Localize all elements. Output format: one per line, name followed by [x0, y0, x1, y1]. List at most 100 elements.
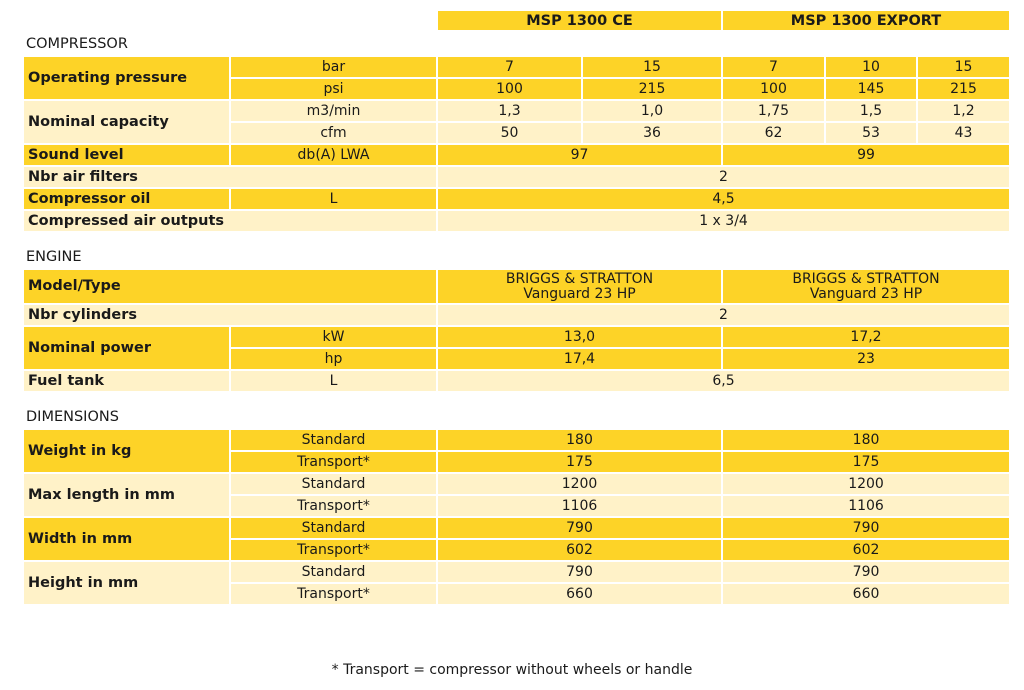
table-cell: 53	[826, 123, 916, 143]
table-cell: hp	[231, 349, 436, 369]
table-cell: psi	[231, 79, 436, 99]
table-cell: Transport*	[231, 452, 436, 472]
model-ce-header: MSP 1300 CE	[438, 11, 721, 30]
table-cell: 1,75	[723, 101, 824, 121]
row-label: Nominal power	[24, 327, 229, 369]
table-cell: cfm	[231, 123, 436, 143]
footnote: * Transport = compressor without wheels …	[331, 662, 693, 678]
row-label: Weight in kg	[24, 430, 229, 472]
table-row: Compressed air outputs 1 x 3/4	[24, 211, 1009, 231]
table-cell: 175	[723, 452, 1010, 472]
table-cell: 1,2	[918, 101, 1009, 121]
table-cell: 6,5	[438, 371, 1009, 391]
table-row: Width in mm Standard 790 790	[24, 518, 1010, 560]
table-cell: 99	[723, 145, 1009, 165]
spec-table-compressor: Operating pressure bar 7 15 7 10 15 psi 100 215 10…	[22, 55, 1011, 233]
table-cell: 36	[583, 123, 721, 143]
table-cell: Standard	[231, 562, 436, 582]
table-cell: 62	[723, 123, 824, 143]
table-row: Transport* 175 175	[24, 452, 1010, 472]
table-cell: 100	[438, 79, 581, 99]
table-cell: 100	[723, 79, 824, 99]
table-cell: 2	[438, 305, 1009, 325]
table-cell: 1 x 3/4	[438, 211, 1009, 231]
table-cell: bar	[231, 57, 436, 77]
table-cell: 43	[918, 123, 1009, 143]
table-cell: 660	[723, 584, 1010, 604]
spec-table-dimensions: Weight in kg Standard 180 180 Transport* 175 1…	[22, 428, 1011, 606]
table-cell: Standard	[231, 474, 436, 494]
table-cell: 1200	[438, 474, 722, 494]
table-cell: kW	[231, 327, 436, 347]
cell-line: Vanguard 23 HP	[809, 285, 923, 302]
table-cell: 17,4	[438, 349, 721, 369]
table-cell: 23	[723, 349, 1009, 369]
table-cell: 790	[723, 562, 1010, 582]
table-cell: Transport*	[231, 496, 436, 516]
row-label: Width in mm	[24, 518, 229, 560]
section-title-compressor: COMPRESSOR	[26, 36, 128, 52]
table-cell: 1200	[723, 474, 1010, 494]
table-row: Transport* 602 602	[24, 540, 1010, 560]
section-title-dimensions: DIMENSIONS	[26, 409, 119, 425]
table-cell: 790	[438, 518, 722, 538]
cell-line: BRIGGS & STRATTON	[792, 270, 940, 287]
header-spacer	[24, 11, 436, 30]
table-cell: 215	[583, 79, 721, 99]
table-cell: 7	[723, 57, 824, 77]
row-label: Max length in mm	[24, 474, 229, 516]
table-cell: 17,2	[723, 327, 1009, 347]
table-cell: 602	[438, 540, 722, 560]
table-row: Nbr cylinders 2	[24, 305, 1009, 325]
table-cell: 180	[723, 430, 1010, 450]
cell-line: BRIGGS & STRATTON	[505, 270, 654, 287]
table-row: cfm 50 36 62 53 43	[24, 123, 1009, 143]
table-row: Nominal capacity m3/min 1,3 1,0 1,75 1,5 1,2	[24, 101, 1009, 143]
table-row: Nominal power kW 13,0 17,2	[24, 327, 1009, 369]
table-cell: L	[231, 189, 436, 209]
table-cell: Transport*	[231, 540, 436, 560]
table-cell: BRIGGS & STRATTON Vanguard 23 HP	[438, 270, 721, 303]
row-label: Nbr cylinders	[24, 305, 436, 325]
table-cell: L	[231, 371, 436, 391]
table-row: Operating pressure bar 7 15 7 10 15	[24, 57, 1009, 99]
table-row: Compressor oil L 4,5	[24, 189, 1009, 209]
table-row: Transport* 660 660	[24, 584, 1010, 604]
table-cell: 790	[438, 562, 722, 582]
row-label: Nominal capacity	[24, 101, 229, 143]
table-row: Transport* 1106 1106	[24, 496, 1010, 516]
table-cell: 15	[583, 57, 721, 77]
row-label: Sound level	[24, 145, 229, 165]
table-cell: 97	[438, 145, 721, 165]
table-cell: 2	[438, 167, 1009, 187]
section-title-engine: ENGINE	[26, 249, 82, 265]
table-cell: 1,5	[826, 101, 916, 121]
row-label: Model/Type	[24, 270, 436, 303]
row-label: Compressed air outputs	[24, 211, 436, 231]
row-label: Fuel tank	[24, 371, 229, 391]
model-export-header: MSP 1300 EXPORT	[723, 11, 1009, 30]
table-row: Height in mm Standard 790 790	[24, 562, 1010, 604]
spec-table-engine: Model/Type BRIGGS & STRATTON Vanguard 23 H…	[22, 268, 1011, 393]
table-row: psi 100 215 100 145 215	[24, 79, 1009, 99]
table-cell: 1,0	[583, 101, 721, 121]
table-cell: 1106	[438, 496, 722, 516]
table-cell: 10	[826, 57, 916, 77]
cell-line: Vanguard 23 HP	[523, 285, 636, 302]
table-cell: 660	[438, 584, 722, 604]
table-cell: 145	[826, 79, 916, 99]
table-cell: Standard	[231, 518, 436, 538]
row-label: Compressor oil	[24, 189, 229, 209]
table-cell: 50	[438, 123, 581, 143]
table-cell: 180	[438, 430, 722, 450]
table-row: Weight in kg Standard 180 180	[24, 430, 1010, 472]
model-header: MSP 1300 CE MSP 1300 EXPORT	[22, 9, 1011, 32]
table-cell: Transport*	[231, 584, 436, 604]
table-row: hp 17,4 23	[24, 349, 1009, 369]
table-cell: 13,0	[438, 327, 721, 347]
table-row: Nbr air filters 2	[24, 167, 1009, 187]
row-label: Height in mm	[24, 562, 229, 604]
spec-sheet: MSP 1300 CE MSP 1300 EXPORT COMPRESSOR Op…	[22, 9, 1010, 606]
table-cell: db(A) LWA	[231, 145, 436, 165]
table-row: Sound level db(A) LWA 97 99	[24, 145, 1009, 165]
